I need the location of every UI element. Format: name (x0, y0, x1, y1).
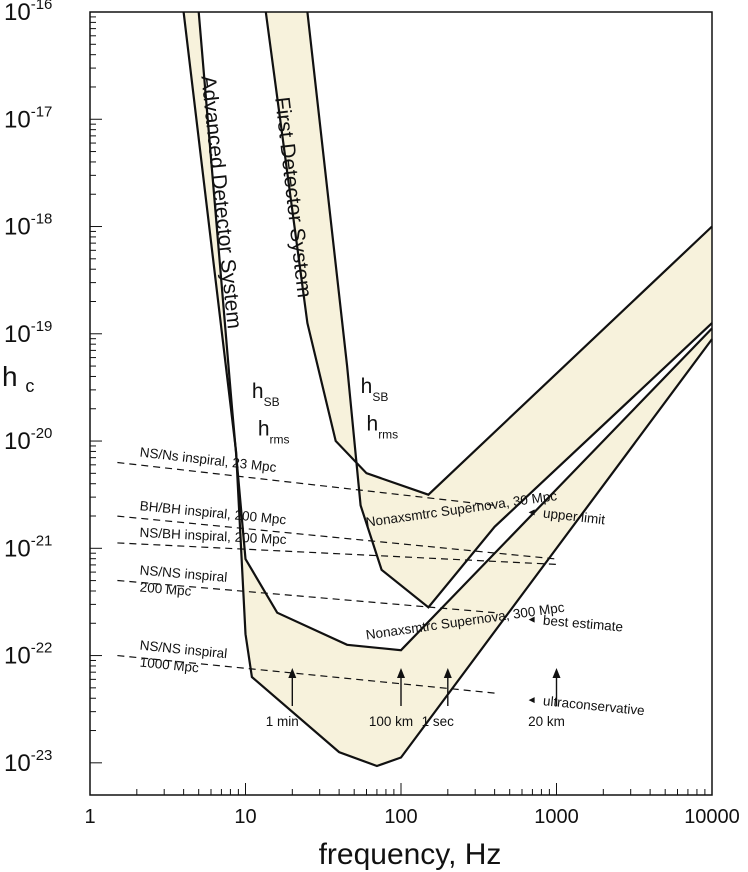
curve-1 (264, 11, 713, 496)
x-axis-label: frequency, Hz (319, 838, 502, 871)
y-tick-labels: 10-16 10-17 10-18 10-19 10-20 10-21 10-22 10-23 (4, 0, 52, 777)
y-axis-label: h c (2, 361, 34, 396)
curve-2 (306, 11, 713, 609)
x-tick-label: 100 (384, 806, 417, 828)
y-axis-label-sub: c (25, 376, 34, 396)
end-arrow (528, 616, 535, 623)
source-line-4 (117, 579, 495, 614)
source-line-label: NS/BH inspiral, 200 Mpc (139, 525, 287, 547)
source-line-2 (117, 515, 557, 560)
marker-label: 1 min (266, 714, 299, 729)
y-tick-label: 10-21 (4, 532, 52, 562)
marker-label: 100 km (369, 714, 413, 729)
y-tick-label: 10-19 (4, 318, 52, 348)
h-annotation: hSB (361, 375, 389, 404)
y-tick-label: 10-16 (4, 0, 52, 26)
advanced-detector-label: Advanced Detector System (196, 74, 245, 329)
source-line-label: NS/NS inspiral (139, 563, 228, 585)
x-tick-label: 10000 (684, 806, 740, 828)
x-tick-label: 10 (234, 806, 256, 828)
source-line-1 (117, 461, 495, 506)
x-tick-label: 1 (84, 806, 95, 828)
axes (89, 11, 713, 796)
end-arrow (528, 697, 535, 704)
curve-3 (197, 11, 713, 652)
advanced-detector-band (183, 12, 713, 766)
source-line-label: BH/BH inspiral, 200 Mpc (139, 498, 287, 527)
detector-curves (182, 11, 713, 768)
marker-arrowhead (397, 668, 405, 678)
end-arrow (528, 509, 535, 516)
marker-label: 20 km (528, 714, 565, 729)
source-line-end-label: best estimate (542, 613, 623, 635)
curve-4 (182, 11, 713, 768)
h-annotation: hrms (367, 412, 399, 441)
y-tick-label: 10-18 (4, 211, 52, 241)
y-tick-label: 10-23 (4, 747, 52, 777)
frequency-markers: 1 min 100 km 1 sec 20 km (266, 668, 565, 729)
marker-arrowhead (552, 668, 561, 678)
x-tick-label: 1000 (534, 806, 579, 828)
marker-arrowhead (443, 668, 452, 678)
source-line-end-label: upper limit (542, 505, 606, 527)
y-axis-label-main: h (2, 361, 18, 392)
source-line-3 (117, 542, 557, 565)
y-tick-label: 10-17 (4, 103, 52, 133)
source-line-label-2: 200 Mpc (139, 580, 192, 599)
marker-arrowhead (288, 668, 297, 678)
y-tick-label: 10-22 (4, 640, 52, 670)
first-detector-band (265, 12, 712, 608)
source-line-5 (117, 654, 495, 694)
h-annotation: hSB (252, 380, 280, 409)
h-annotation: hrms (258, 418, 290, 447)
source-line-label-2: 1000 Mpc (139, 655, 200, 676)
x-tick-labels: 1 10 100 1000 10000 (84, 806, 739, 828)
detector-bands (183, 12, 713, 766)
y-tick-label: 10-20 (4, 425, 52, 455)
marker-label: 1 sec (422, 714, 455, 729)
source-line-label: NS/Ns inspiral, 23 Mpc (139, 445, 277, 475)
